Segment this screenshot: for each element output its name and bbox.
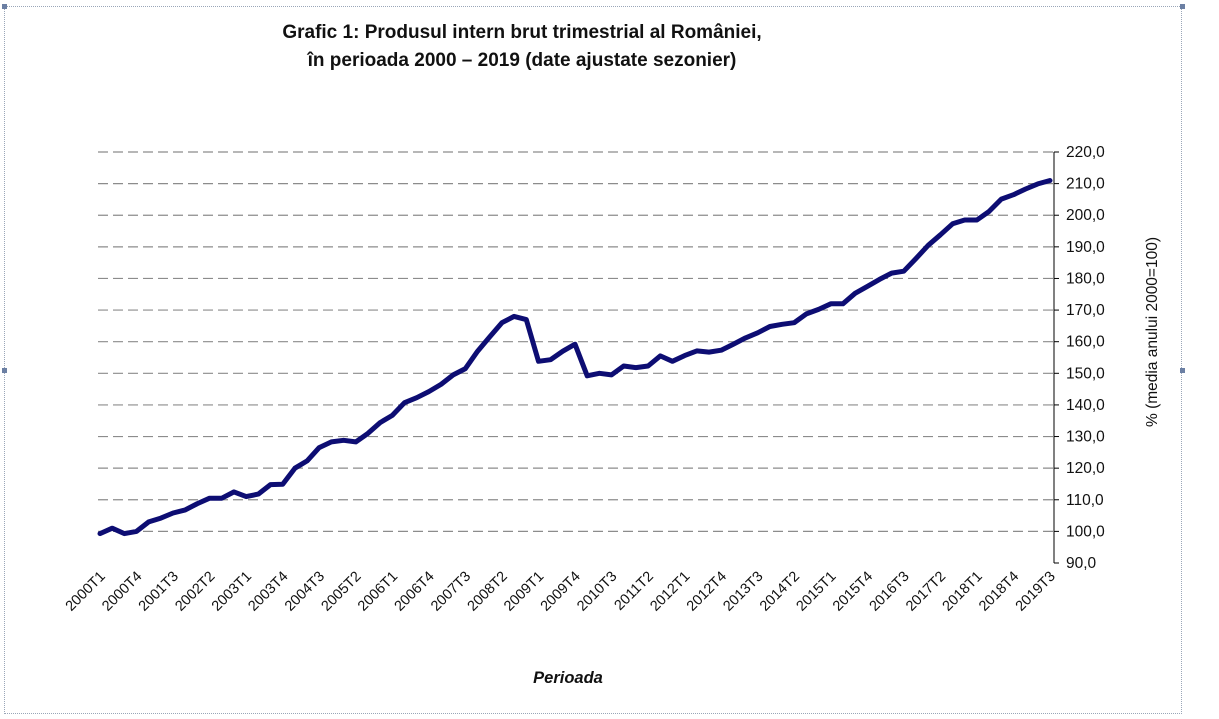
- y-tick-label: 190,0: [1066, 239, 1105, 256]
- y-axis-label: % (media anului 2000=100): [1144, 237, 1161, 427]
- x-tick-label: 2012T1: [647, 569, 693, 615]
- series-layer: [97, 178, 1053, 537]
- x-tick-label: 2000T1: [63, 569, 109, 615]
- x-tick-label: 2004T3: [282, 569, 328, 615]
- x-tick-label: 2002T2: [172, 569, 218, 615]
- x-tick-label: 2005T2: [319, 569, 365, 615]
- chart-title-line-2: în perioada 2000 – 2019 (date ajustate s…: [307, 50, 737, 71]
- x-tick-label: 2013T3: [720, 569, 766, 615]
- x-axis-tick-labels: 2000T12000T42001T32002T22003T12003T42004…: [63, 569, 1059, 615]
- x-axis-label: Perioada: [533, 669, 603, 687]
- x-tick-label: 2001T3: [136, 569, 182, 615]
- chart-title-line-1: Grafic 1: Produsul intern brut trimestri…: [282, 22, 761, 43]
- y-tick-label: 210,0: [1066, 176, 1105, 193]
- resize-handle-middle-left[interactable]: [2, 368, 7, 373]
- x-tick-label: 2009T4: [538, 569, 584, 615]
- x-tick-label: 2003T1: [209, 569, 255, 615]
- x-tick-label: 2012T4: [684, 569, 730, 615]
- gdp-series-line: [97, 178, 1053, 537]
- resize-handle-top-left[interactable]: [2, 4, 7, 9]
- x-tick-label: 2010T3: [574, 569, 620, 615]
- x-tick-label: 2000T4: [99, 569, 145, 615]
- x-tick-label: 2007T3: [428, 569, 474, 615]
- resize-handle-top-right[interactable]: [1180, 4, 1185, 9]
- x-tick-label: 2014T2: [757, 569, 803, 615]
- y-tick-label: 150,0: [1066, 365, 1105, 382]
- y-tick-label: 170,0: [1066, 302, 1105, 319]
- x-tick-label: 2018T4: [976, 569, 1022, 615]
- x-tick-label: 2006T4: [392, 569, 438, 615]
- x-tick-label: 2008T2: [465, 569, 511, 615]
- y-tick-label: 220,0: [1066, 144, 1105, 161]
- x-tick-label: 2016T3: [867, 569, 913, 615]
- x-tick-label: 2006T1: [355, 569, 401, 615]
- y-tick-label: 90,0: [1066, 555, 1097, 572]
- y-tick-label: 110,0: [1066, 492, 1104, 509]
- y-axis-tick-labels: 90,0 100,0 110,0 120,0 130,0 140,0 150,0 160,0 1…: [1054, 144, 1105, 572]
- x-tick-label: 2018T1: [940, 569, 986, 615]
- y-tick-label: 200,0: [1066, 207, 1105, 224]
- y-tick-label: 130,0: [1066, 429, 1105, 446]
- x-tick-label: 2015T1: [794, 569, 840, 615]
- x-tick-label: 2019T3: [1013, 569, 1059, 615]
- chart-frame: [4, 6, 1182, 714]
- x-tick-label: 2015T4: [830, 569, 876, 615]
- x-tick-label: 2003T4: [245, 569, 291, 615]
- x-tick-label: 2017T2: [903, 569, 949, 615]
- resize-handle-middle-right[interactable]: [1180, 368, 1185, 373]
- y-tick-label: 100,0: [1066, 523, 1105, 540]
- y-tick-label: 140,0: [1066, 397, 1105, 414]
- x-tick-label: 2009T1: [501, 569, 547, 615]
- y-tick-label: 180,0: [1066, 270, 1105, 287]
- y-tick-label: 160,0: [1066, 334, 1105, 351]
- y-tick-label: 120,0: [1066, 460, 1105, 477]
- grid-lines: [98, 151, 1054, 532]
